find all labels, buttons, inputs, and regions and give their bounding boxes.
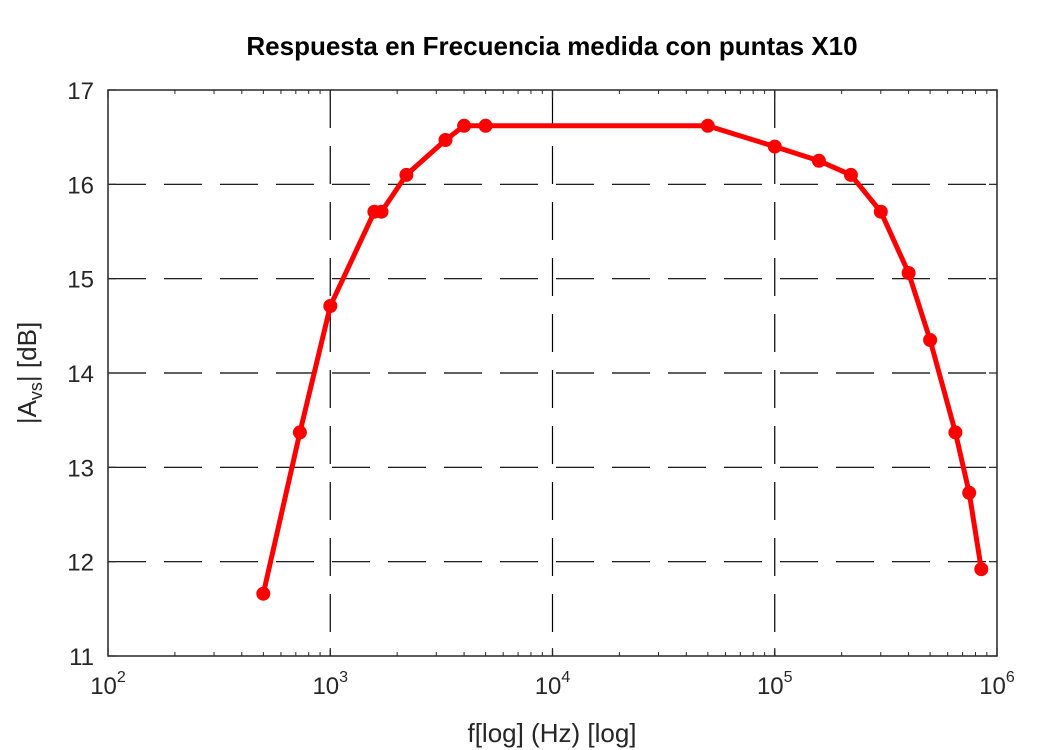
data-point xyxy=(700,118,715,133)
y-axis-label-prefix: |A xyxy=(12,399,42,424)
x-tick-label-exponent: 3 xyxy=(339,669,348,686)
grid-lines xyxy=(108,90,997,656)
y-tick-label: 14 xyxy=(67,361,94,388)
x-tick-label-base: 10 xyxy=(90,673,117,700)
data-point xyxy=(901,266,916,280)
data-series xyxy=(256,118,989,601)
x-tick-label-base: 10 xyxy=(312,673,339,700)
x-tick-label: 103 xyxy=(312,669,348,700)
x-tick-label-exponent: 6 xyxy=(1006,669,1015,686)
data-point xyxy=(256,586,271,601)
y-tick-label: 15 xyxy=(67,267,94,294)
data-point xyxy=(948,425,963,440)
y-axis-label-suffix: | [dB] xyxy=(12,322,42,382)
y-tick-label: 13 xyxy=(67,455,94,482)
y-tick-label: 16 xyxy=(67,172,94,199)
x-tick-label-base: 10 xyxy=(757,673,784,700)
data-point xyxy=(843,167,858,182)
data-point xyxy=(457,118,472,133)
data-point xyxy=(923,333,938,347)
x-tick-label: 104 xyxy=(535,669,571,700)
y-tick-label: 17 xyxy=(67,78,94,105)
data-point xyxy=(873,204,888,219)
x-tick-label-base: 10 xyxy=(535,673,562,700)
x-axis-label: f[log] (Hz) [log] xyxy=(467,718,636,748)
x-tick-label: 102 xyxy=(90,669,126,700)
data-point xyxy=(767,139,782,154)
y-tick-label: 11 xyxy=(69,644,94,671)
data-point xyxy=(374,204,389,219)
y-axis-label: |Avs| [dB] xyxy=(12,322,46,424)
x-tick-label-exponent: 2 xyxy=(117,669,126,686)
data-point xyxy=(811,153,826,168)
x-tick-label-base: 10 xyxy=(979,673,1006,700)
x-tick-label-exponent: 5 xyxy=(784,669,793,686)
x-tick-label: 106 xyxy=(979,669,1015,700)
y-axis-label-subscript: vs xyxy=(26,382,46,400)
data-point xyxy=(399,167,414,182)
data-point xyxy=(292,425,307,440)
data-point xyxy=(962,485,977,500)
data-point xyxy=(478,118,493,133)
x-tick-label-exponent: 4 xyxy=(561,669,570,686)
data-point xyxy=(323,299,338,313)
chart-title: Respuesta en Frecuencia medida con punta… xyxy=(246,31,857,61)
data-point xyxy=(438,133,453,147)
data-point xyxy=(974,562,989,577)
y-tick-label: 12 xyxy=(67,550,94,577)
x-tick-label: 105 xyxy=(757,669,793,700)
